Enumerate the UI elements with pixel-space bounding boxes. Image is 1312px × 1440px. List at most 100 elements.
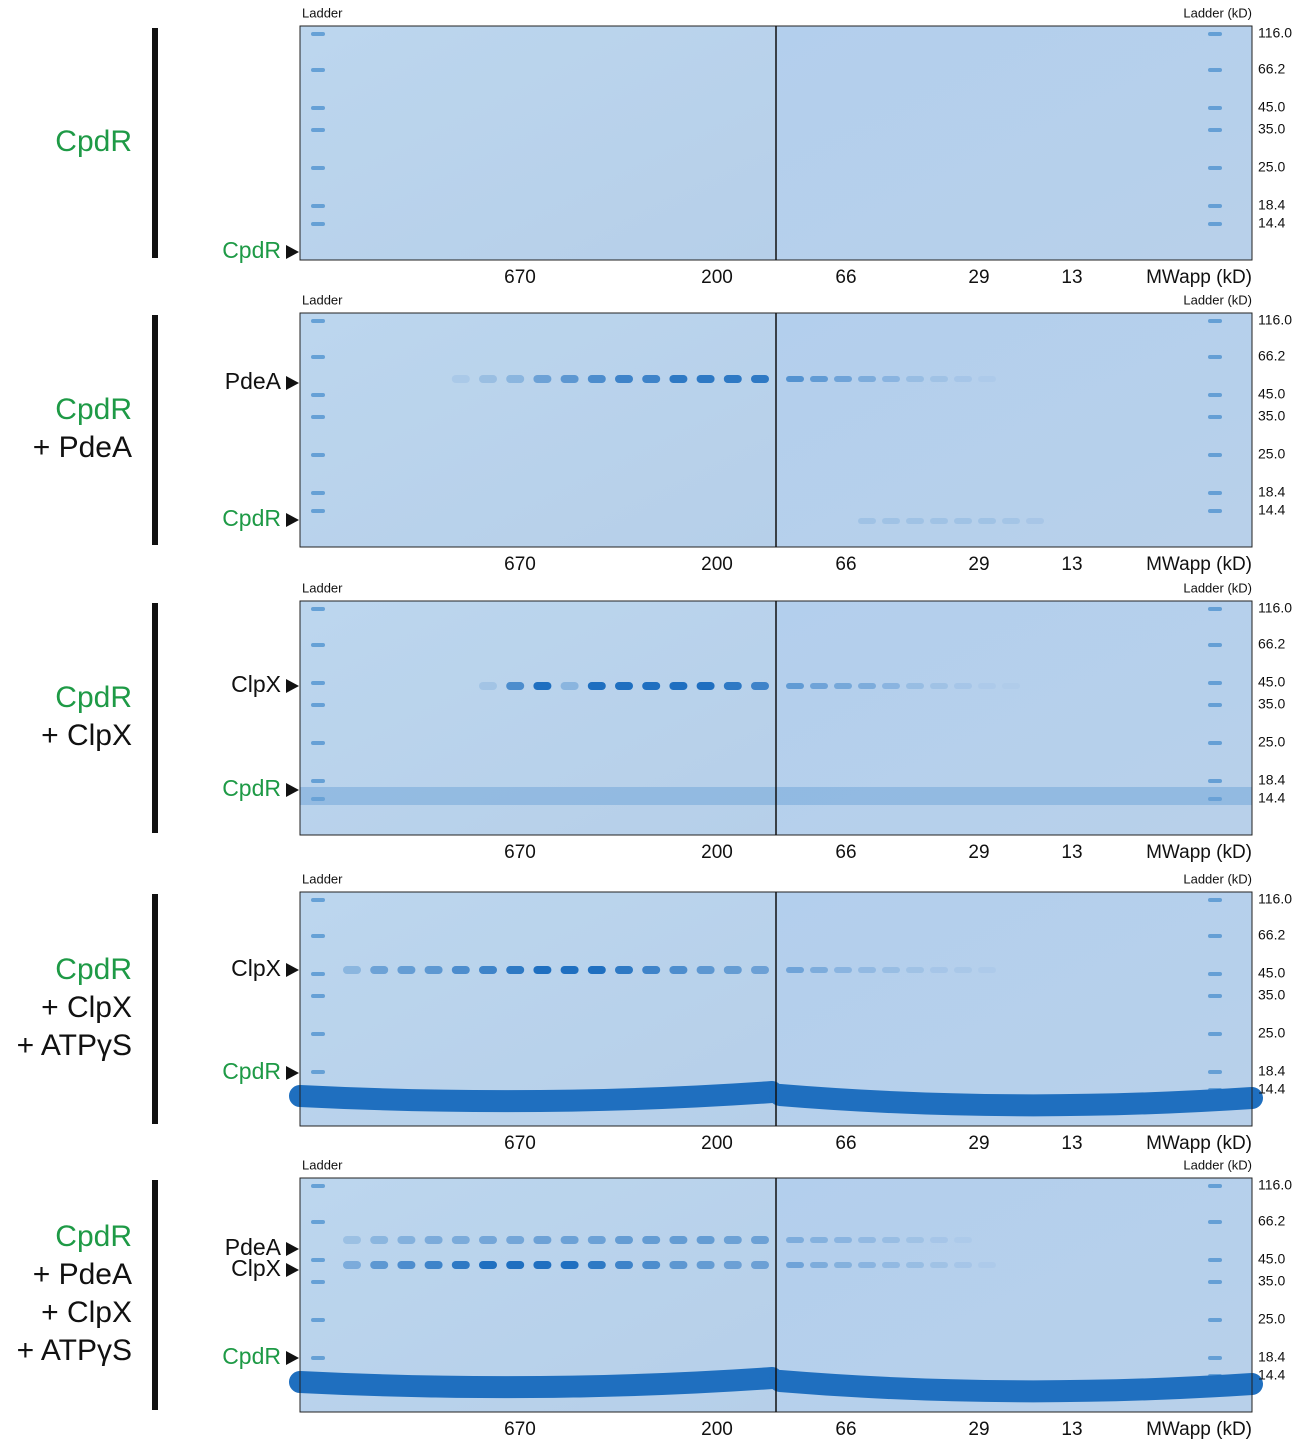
band	[723, 966, 742, 974]
band	[696, 682, 715, 690]
condition-addition: + ATPγS	[17, 1334, 132, 1367]
band	[642, 1236, 661, 1244]
band	[587, 1261, 606, 1269]
band	[786, 967, 804, 973]
band-label: CpdR	[222, 775, 281, 801]
band	[696, 1236, 715, 1244]
band	[978, 683, 996, 689]
condition-addition: + ClpX	[41, 719, 132, 752]
ladder-band	[1208, 994, 1222, 998]
gel-right	[776, 26, 1252, 260]
mwapp-tick: 13	[1061, 1133, 1082, 1154]
condition-bar	[152, 894, 158, 1124]
band	[882, 518, 900, 524]
band	[506, 1261, 525, 1269]
arrowhead	[286, 1066, 299, 1080]
arrowhead	[286, 376, 299, 390]
band	[858, 967, 876, 973]
ladder-band	[311, 393, 325, 397]
ladder-size: 25.0	[1258, 159, 1285, 175]
ladder-size: 116.0	[1258, 25, 1292, 41]
ladder-band	[311, 491, 325, 495]
band	[858, 376, 876, 382]
band	[560, 966, 579, 974]
mwapp-tick: 200	[701, 554, 733, 575]
band	[424, 966, 443, 974]
gel-left	[300, 313, 776, 547]
band	[751, 966, 769, 974]
ladder-band	[1208, 204, 1222, 208]
condition-bar	[152, 603, 158, 833]
ladder-band	[1208, 355, 1222, 359]
band	[786, 683, 804, 689]
ladder-band	[1208, 1356, 1222, 1360]
band	[479, 1236, 497, 1244]
ladder-band	[311, 1184, 325, 1188]
ladder-band	[1208, 1070, 1222, 1074]
ladder-band	[311, 607, 325, 611]
band	[560, 682, 579, 690]
band	[615, 1236, 633, 1244]
condition-bar	[152, 1180, 158, 1410]
ladder-label: Ladder (kD)	[1183, 1157, 1252, 1172]
ladder-band	[1208, 741, 1222, 745]
band	[451, 1261, 470, 1269]
mwapp-tick: 670	[504, 842, 536, 863]
ladder-band	[311, 128, 325, 132]
band	[1002, 683, 1020, 689]
band	[397, 1236, 416, 1244]
ladder-band	[311, 934, 325, 938]
band	[930, 1237, 948, 1243]
band	[954, 1262, 972, 1268]
mwapp-tick: 66	[835, 842, 856, 863]
arrowhead	[286, 963, 299, 977]
ladder-band	[1208, 779, 1222, 783]
mwapp-tick: 29	[968, 842, 989, 863]
band	[834, 1262, 852, 1268]
band	[882, 1237, 900, 1243]
ladder-size: 35.0	[1258, 696, 1285, 712]
ladder-band	[1208, 106, 1222, 110]
band	[751, 1236, 769, 1244]
band	[978, 376, 996, 382]
band	[930, 376, 948, 382]
mwapp-tick: 670	[504, 1133, 536, 1154]
ladder-band	[1208, 898, 1222, 902]
ladder-size: 66.2	[1258, 636, 1285, 652]
ladder-band	[311, 741, 325, 745]
band	[810, 1262, 828, 1268]
mwapp-tick: 13	[1061, 1419, 1082, 1440]
band-label: CpdR	[222, 1343, 281, 1369]
ladder-label: Ladder (kD)	[1183, 5, 1252, 20]
ladder-size: 45.0	[1258, 965, 1285, 981]
band	[810, 683, 828, 689]
band-label: CpdR	[222, 237, 281, 263]
ladder-band	[311, 453, 325, 457]
ladder-size: 35.0	[1258, 1273, 1285, 1289]
band	[533, 1261, 552, 1269]
ladder-label: Ladder (kD)	[1183, 292, 1252, 307]
heavy-band	[769, 1084, 1263, 1117]
band	[615, 375, 633, 383]
ladder-band	[311, 509, 325, 513]
ladder-band	[1208, 509, 1222, 513]
band	[506, 966, 525, 974]
band	[954, 518, 972, 524]
gel-panel	[299, 600, 1253, 836]
ladder-size: 116.0	[1258, 312, 1292, 328]
ladder-band	[311, 972, 325, 976]
condition-protein: CpdR	[55, 681, 132, 714]
mwapp-tick: 29	[968, 267, 989, 288]
ladder-band	[1208, 607, 1222, 611]
band	[906, 1237, 924, 1243]
band-label: CpdR	[222, 1058, 281, 1084]
ladder-size: 18.4	[1258, 772, 1285, 788]
ladder-size: 66.2	[1258, 348, 1285, 364]
ladder-band	[311, 204, 325, 208]
ladder-size: 116.0	[1258, 600, 1292, 616]
band	[506, 375, 525, 383]
band	[751, 375, 769, 383]
mwapp-tick: 200	[701, 842, 733, 863]
mwapp-tick: 670	[504, 554, 536, 575]
ladder-size: 25.0	[1258, 446, 1285, 462]
